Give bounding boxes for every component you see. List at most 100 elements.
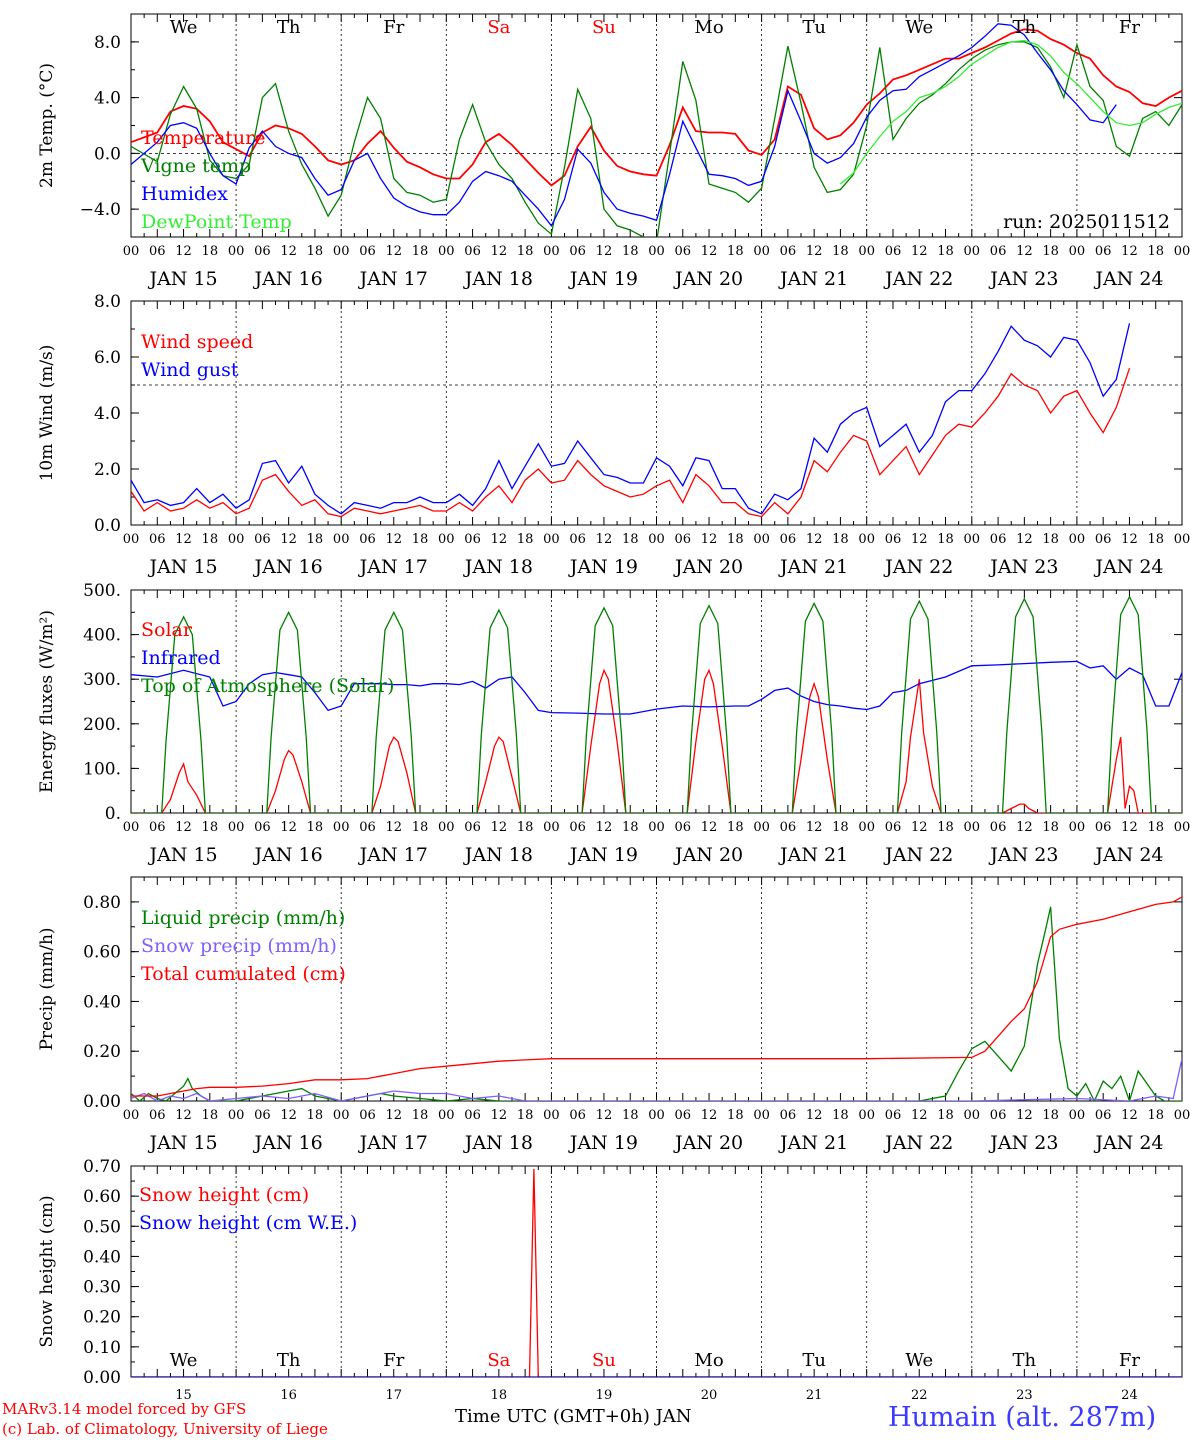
hour-tick-label: 18 [622,1108,639,1123]
weekday-label: Th [277,17,301,38]
hour-tick-label: 18 [1042,532,1059,547]
hour-tick-label: 00 [333,820,350,835]
hour-tick-label: 18 [412,1108,429,1123]
hour-tick-label: 06 [780,1108,797,1123]
series-line-total-cumulated-cm- [131,896,1182,1097]
y-axis-label: Snow height (cm) [37,1195,57,1347]
day-number-label: 23 [1016,1388,1033,1403]
y-tick-label: 8.0 [94,292,121,312]
hour-tick-label: 00 [648,244,665,259]
x-axis-label: Time UTC (GMT+0h) JAN [455,1406,692,1427]
hour-tick-label: 18 [202,820,219,835]
series-group [131,323,1131,518]
hour-tick-label: 06 [464,244,481,259]
y-tick-label: 400. [83,626,121,646]
weekday-label: Sa [487,1350,510,1371]
hour-tick-label: 06 [1095,244,1112,259]
hour-tick-label: 00 [753,820,770,835]
hour-tick-label: 06 [569,532,586,547]
legend-entry: Snow height (cm) [139,1184,309,1206]
hour-tick-label: 18 [937,1108,954,1123]
hour-tick-label: 06 [254,532,271,547]
hour-tick-label: 00 [1069,820,1086,835]
date-label: JAN 19 [568,1132,638,1154]
hour-tick-label: 00 [1069,244,1086,259]
hour-tick-label: 00 [228,244,245,259]
panel-1: −4.0 0.0 4.0 8.0 2m Temp. (°C) Temperature Vig… [37,13,1190,290]
hour-tick-label: 18 [622,532,639,547]
series-line-solar [131,668,1182,813]
hour-tick-label: 06 [990,532,1007,547]
date-label: JAN 22 [883,268,953,290]
date-label: JAN 18 [463,1132,533,1154]
hour-tick-label: 00 [333,244,350,259]
weekday-label: We [905,1350,933,1371]
hour-tick-label: 18 [1147,532,1164,547]
hour-tick-label: 12 [596,820,613,835]
hour-tick-label: 06 [464,1108,481,1123]
series-group [131,595,1182,813]
hour-tick-label: 12 [1016,820,1033,835]
date-label: JAN 22 [883,556,953,578]
day-number-label: 22 [911,1388,928,1403]
legend-entry: Vigne temp [140,155,251,177]
date-label: JAN 19 [568,844,638,866]
date-label: JAN 23 [988,1132,1058,1154]
hour-tick-label: 00 [648,532,665,547]
hour-tick-label: 00 [964,820,981,835]
date-label: JAN 22 [883,844,953,866]
hour-tick-label: 12 [806,244,823,259]
date-label: JAN 20 [673,268,743,290]
hour-tick-label: 00 [1174,532,1191,547]
date-label: JAN 20 [673,844,743,866]
y-tick-label: 0.00 [83,1368,121,1388]
hour-tick-label: 06 [1095,1108,1112,1123]
series-line-wind-gust [131,323,1131,515]
date-label: JAN 24 [1093,1132,1163,1154]
panel-3: 0. 100. 200. 300. 400. 500. Energy fluxes (W/m… [37,581,1190,866]
hour-tick-label: 06 [885,532,902,547]
hour-tick-label: 12 [385,820,402,835]
hour-tick-label: 12 [385,1108,402,1123]
day-number-label: 24 [1121,1388,1138,1403]
y-axis-label: 10m Wind (m/s) [37,345,57,482]
series-group [131,1168,1182,1377]
hour-tick-label: 00 [858,532,875,547]
hour-tick-label: 12 [911,244,928,259]
day-number-label: 21 [806,1388,823,1403]
date-label: JAN 24 [1093,556,1163,578]
hour-tick-label: 06 [254,244,271,259]
y-axis-label: Energy fluxes (W/m²) [37,610,57,793]
hour-tick-label: 18 [202,532,219,547]
hour-tick-label: 12 [806,1108,823,1123]
y-tick-label: 0.80 [83,893,121,913]
hour-tick-label: 06 [675,1108,692,1123]
hour-tick-label: 00 [123,820,140,835]
hour-tick-label: 18 [727,1108,744,1123]
weekday-label: Tu [802,17,826,38]
date-label: JAN 21 [778,1132,848,1154]
y-tick-label: 4.0 [94,404,121,424]
hour-tick-label: 06 [780,532,797,547]
panel-5: 0.00 0.10 0.20 0.30 0.40 0.50 0.60 0.70 Snow hei… [37,1157,1183,1403]
hour-tick-label: 12 [1121,1108,1138,1123]
hour-tick-label: 06 [569,1108,586,1123]
hour-tick-label: 18 [412,532,429,547]
hour-tick-label: 00 [964,532,981,547]
date-label: JAN 17 [358,556,428,578]
hour-tick-label: 00 [333,1108,350,1123]
hour-tick-label: 12 [701,1108,718,1123]
day-number-label: 17 [385,1388,402,1403]
date-label: JAN 17 [358,268,428,290]
legend-entry: Infrared [141,647,221,669]
series-line-humidex [131,23,1117,228]
hour-tick-label: 12 [1016,1108,1033,1123]
model-credit-line1: MARv3.14 model forced by GFS [2,1400,247,1418]
hour-tick-label: 00 [438,244,455,259]
y-tick-label: 0.60 [83,1187,121,1207]
weekday-label: Th [1013,1350,1037,1371]
legend-entry: Wind speed [141,331,253,353]
hour-tick-label: 00 [1174,820,1191,835]
date-label: JAN 21 [778,844,848,866]
hour-tick-label: 00 [228,820,245,835]
